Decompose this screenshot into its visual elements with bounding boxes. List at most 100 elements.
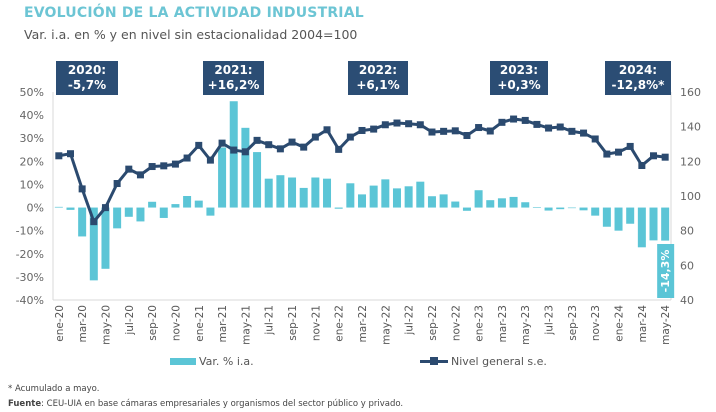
line-marker-ene-24 — [615, 148, 623, 156]
left-tick-label: -40% — [16, 294, 44, 307]
line-marker-mar-22 — [358, 126, 366, 134]
line-marker-ago-20 — [136, 171, 144, 179]
bar-abr-24 — [649, 207, 658, 241]
bar-sep-23 — [567, 207, 576, 209]
line-marker-jun-21 — [253, 136, 261, 144]
legend-label: Var. % i.a. — [199, 355, 254, 368]
annotation-value: -12,8%* — [611, 78, 665, 92]
x-tick-label: sep-21 — [287, 305, 299, 341]
bar-jun-23 — [532, 207, 541, 208]
legend-line-swatch — [420, 357, 448, 365]
line-marker-mar-24 — [638, 161, 646, 169]
line-marker-may-21 — [241, 148, 249, 156]
x-tick-label: ene-20 — [54, 305, 66, 342]
bar-feb-21 — [206, 207, 215, 216]
legend-bar-swatch — [170, 358, 196, 365]
legend-item-line: Nivel general s.e. — [420, 355, 547, 368]
bar-sep-22 — [427, 196, 436, 208]
annotation-value: +6,1% — [356, 78, 400, 92]
annotation-2020: 2020: -5,7% — [56, 61, 118, 95]
line-marker-feb-21 — [206, 156, 214, 164]
line-marker-nov-21 — [311, 133, 319, 141]
annotation-year: 2024: — [618, 63, 658, 77]
bar-may-22 — [381, 179, 390, 208]
line-marker-abr-20 — [90, 218, 98, 226]
right-tick-label: 120 — [680, 155, 701, 168]
left-tick-label: -20% — [16, 248, 44, 261]
bar-oct-20 — [159, 207, 168, 218]
line-marker-abr-24 — [650, 152, 658, 160]
line-marker-ene-23 — [475, 124, 483, 132]
annotation-2021: 2021: +16,2% — [203, 61, 264, 95]
annotation-value: +16,2% — [207, 78, 260, 92]
bar-jun-20 — [113, 207, 122, 229]
line-marker-sep-23 — [568, 127, 576, 135]
x-tick-label: jul-22 — [404, 305, 416, 336]
x-tick-label: mar-20 — [77, 305, 89, 342]
line-marker-jul-21 — [265, 141, 273, 149]
bar-dic-23 — [602, 207, 611, 227]
legend-item-bars: Var. % i.a. — [170, 355, 254, 368]
right-tick-label: 140 — [680, 121, 701, 134]
x-tick-label: nov-21 — [310, 305, 322, 341]
bar-feb-24 — [626, 207, 635, 224]
x-tick-label: sep-22 — [427, 305, 439, 341]
annotation-year: 2023: — [499, 63, 539, 77]
x-tick-label: ene-23 — [474, 305, 486, 342]
right-tick-label: 80 — [680, 225, 694, 238]
bar-nov-23 — [591, 207, 600, 216]
line-marker-oct-20 — [160, 162, 168, 170]
bar-feb-23 — [486, 200, 495, 208]
x-tick-label: nov-20 — [170, 305, 182, 341]
x-tick-label: mar-21 — [217, 305, 229, 342]
bar-dic-21 — [323, 178, 332, 208]
line-marker-jul-23 — [545, 124, 553, 132]
right-tick-label: 160 — [680, 86, 701, 99]
left-tick-label: 50% — [20, 86, 44, 99]
bar-may-20 — [101, 207, 110, 269]
bar-mar-24 — [637, 207, 646, 248]
source-text: : CEU-UIA en base cámaras empresariales … — [41, 399, 404, 409]
x-tick-label: mar-24 — [637, 305, 649, 343]
line-marker-nov-22 — [451, 127, 459, 135]
x-tick-label: may-23 — [520, 305, 532, 345]
bar-mar-21 — [218, 147, 227, 208]
line-marker-dic-20 — [183, 154, 191, 162]
line-marker-may-20 — [101, 204, 109, 212]
bar-mar-23 — [497, 198, 506, 208]
line-marker-jun-22 — [393, 119, 401, 127]
x-tick-label: may-20 — [100, 305, 112, 345]
bar-abr-22 — [369, 185, 378, 208]
line-marker-may-23 — [521, 116, 529, 124]
left-tick-label: -10% — [16, 225, 44, 238]
line-marker-abr-21 — [230, 146, 238, 154]
line-marker-abr-22 — [370, 125, 378, 133]
x-tick-label: ene-21 — [194, 305, 206, 342]
line-marker-ago-21 — [276, 145, 284, 153]
x-tick-label: jul-23 — [544, 305, 556, 336]
line-marker-oct-22 — [440, 127, 448, 135]
line-marker-feb-22 — [346, 133, 354, 141]
line-marker-jul-20 — [125, 165, 133, 173]
left-tick-label: 30% — [20, 132, 44, 145]
left-tick-label: 20% — [20, 155, 44, 168]
line-marker-feb-20 — [66, 150, 74, 158]
line-marker-nov-23 — [591, 135, 599, 143]
x-tick-label: jul-20 — [124, 305, 136, 336]
annotation-year: 2022: — [358, 63, 398, 77]
bar-ago-22 — [416, 181, 425, 208]
annotation-2024: 2024: -12,8%* — [605, 61, 671, 95]
bar-sep-21 — [288, 177, 297, 208]
line-marker-sep-20 — [148, 163, 156, 171]
bar-may-24 — [661, 207, 670, 241]
x-tick-label: sep-23 — [567, 305, 579, 341]
last-bar-label: -14,3% — [659, 250, 672, 293]
line-marker-nov-20 — [171, 160, 179, 168]
footnote: * Acumulado a mayo. — [8, 384, 100, 394]
line-marker-mar-23 — [498, 118, 506, 126]
bar-ene-22 — [334, 207, 343, 209]
line-marker-jul-22 — [405, 120, 413, 128]
left-tick-label: 10% — [20, 178, 44, 191]
bar-jul-20 — [124, 207, 133, 217]
